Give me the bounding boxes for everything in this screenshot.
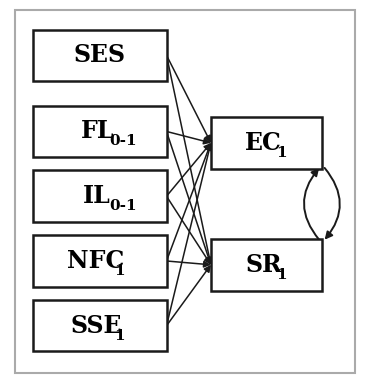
FancyBboxPatch shape xyxy=(33,235,166,287)
Text: NFC: NFC xyxy=(67,249,125,273)
Text: SES: SES xyxy=(74,43,126,67)
Text: IL: IL xyxy=(83,184,111,208)
FancyBboxPatch shape xyxy=(211,117,322,169)
FancyArrowPatch shape xyxy=(166,144,211,261)
FancyArrowPatch shape xyxy=(166,196,210,263)
FancyBboxPatch shape xyxy=(33,106,166,157)
Text: 1: 1 xyxy=(115,264,125,278)
FancyBboxPatch shape xyxy=(33,30,166,81)
Text: 1: 1 xyxy=(276,268,287,282)
FancyArrowPatch shape xyxy=(324,168,340,238)
Text: 1: 1 xyxy=(276,146,287,160)
FancyArrowPatch shape xyxy=(166,55,210,141)
Text: FL: FL xyxy=(81,120,114,143)
FancyArrowPatch shape xyxy=(304,170,319,240)
FancyArrowPatch shape xyxy=(166,266,210,326)
Text: 0-1: 0-1 xyxy=(110,134,137,148)
Text: 0-1: 0-1 xyxy=(110,199,137,213)
FancyArrowPatch shape xyxy=(166,55,212,263)
FancyArrowPatch shape xyxy=(166,144,212,326)
Text: 1: 1 xyxy=(115,329,125,343)
FancyArrowPatch shape xyxy=(166,131,209,144)
FancyBboxPatch shape xyxy=(33,171,166,222)
FancyArrowPatch shape xyxy=(166,131,211,263)
Text: SR: SR xyxy=(245,253,282,277)
FancyBboxPatch shape xyxy=(33,300,166,351)
FancyArrowPatch shape xyxy=(166,261,209,267)
FancyArrowPatch shape xyxy=(166,144,210,196)
Text: EC: EC xyxy=(245,131,282,155)
Text: SSE: SSE xyxy=(70,314,122,338)
FancyBboxPatch shape xyxy=(211,239,322,291)
